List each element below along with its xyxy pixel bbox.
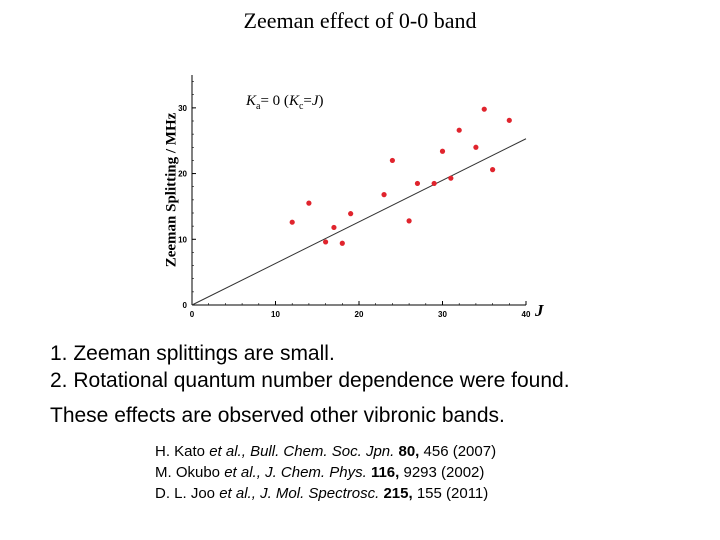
- annot-c-sub: c: [298, 101, 304, 112]
- observation-note: These effects are observed other vibroni…: [50, 404, 505, 427]
- references: H. Kato et al., Bull. Chem. Soc. Jpn. 80…: [155, 441, 496, 504]
- ref-pages-year: 9293 (2002): [399, 464, 485, 481]
- data-point: [323, 239, 329, 245]
- reference-item: H. Kato et al., Bull. Chem. Soc. Jpn. 80…: [155, 441, 496, 462]
- findings-list: 1. Zeeman splittings are small. 2. Rotat…: [50, 340, 570, 394]
- annot-k-a: K: [246, 93, 257, 109]
- ref-etal: et al.: [224, 464, 257, 481]
- x-tick-label: 10: [271, 310, 280, 319]
- fit-line: [191, 138, 527, 306]
- annot-eq: = 0 (: [260, 93, 289, 109]
- data-point: [490, 167, 496, 173]
- y-tick-label: 30: [178, 104, 187, 113]
- data-point: [431, 180, 437, 187]
- data-point: [481, 106, 487, 112]
- ref-authors: M. Okubo: [155, 464, 225, 481]
- x-tick-label: 40: [522, 310, 531, 319]
- data-point: [473, 144, 479, 150]
- ref-etal: et al.: [219, 485, 252, 502]
- annot-close: ): [318, 93, 324, 109]
- data-point: [381, 192, 387, 198]
- data-point: [506, 117, 512, 123]
- data-point: [289, 219, 295, 225]
- y-tick-label: 0: [183, 301, 188, 310]
- scatter-plot: 0 10 20 30 40 0 10 20 30: [178, 75, 531, 319]
- annot-j: J: [311, 93, 319, 109]
- data-point: [456, 127, 462, 133]
- data-point: [339, 240, 345, 246]
- ref-journal: , J. Chem. Phys.: [256, 464, 367, 481]
- data-point: [448, 175, 454, 181]
- ref-volume: 116,: [366, 464, 400, 481]
- ref-journal: , Bull. Chem. Soc. Jpn.: [241, 443, 395, 460]
- ref-journal: , J. Mol. Spectrosc.: [251, 485, 380, 502]
- y-tick-label: 10: [178, 235, 187, 244]
- x-tick-label: 20: [355, 310, 364, 319]
- reference-item: D. L. Joo et al., J. Mol. Spectrosc. 215…: [155, 483, 496, 504]
- ref-etal: et al.: [209, 443, 242, 460]
- series-annotation: Ka= 0 (Kc=J): [246, 93, 324, 112]
- finding-item: 2. Rotational quantum number dependence …: [50, 369, 570, 392]
- ref-pages-year: 155 (2011): [412, 485, 489, 502]
- y-tick-label: 20: [178, 170, 187, 179]
- x-axis-label: J: [535, 301, 544, 320]
- data-point: [414, 180, 421, 187]
- ref-pages-year: 456 (2007): [419, 443, 497, 460]
- annot-k-c: K: [288, 93, 299, 109]
- x-tick-label: 30: [438, 310, 447, 319]
- slide-title: Zeeman effect of 0-0 band: [243, 8, 477, 33]
- ref-volume: 215,: [379, 485, 413, 502]
- ref-authors: D. L. Joo: [155, 485, 220, 502]
- data-point: [348, 211, 354, 217]
- data-point: [406, 218, 412, 224]
- annot-eq-j: =: [303, 93, 312, 109]
- data-point: [331, 224, 337, 231]
- data-point: [306, 200, 312, 206]
- ref-authors: H. Kato: [155, 443, 210, 460]
- ref-volume: 80,: [394, 443, 420, 460]
- data-point: [389, 157, 395, 164]
- x-tick-label: 0: [190, 310, 195, 319]
- reference-item: M. Okubo et al., J. Chem. Phys. 116, 929…: [155, 462, 496, 483]
- data-point: [439, 148, 446, 154]
- finding-item: 1. Zeeman splittings are small.: [50, 342, 335, 365]
- annot-a-sub: a: [256, 101, 261, 112]
